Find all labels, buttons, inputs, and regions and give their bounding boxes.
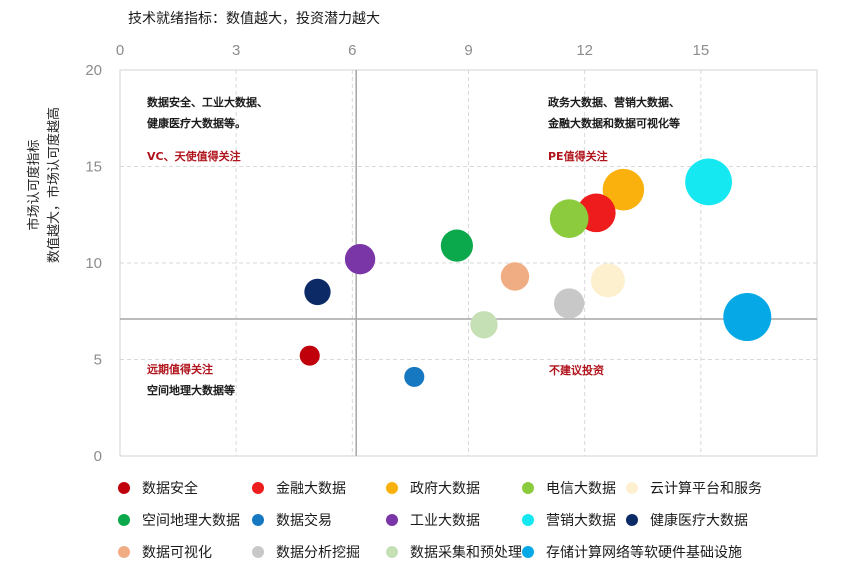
- y-axis-label-line2: 数值越大，市场认可度越高: [46, 107, 62, 263]
- legend-item: 云计算平台和服务: [626, 476, 806, 500]
- note-top-left-line1: 数据安全、工业大数据、: [147, 95, 268, 109]
- chart-title: 技术就绪指标：数值越大，投资潜力越大: [128, 11, 380, 27]
- legend-label: 工业大数据: [410, 513, 480, 529]
- bubble: [440, 229, 473, 262]
- y-tick-label: 15: [85, 159, 102, 176]
- legend-item: 健康医疗大数据: [626, 508, 806, 532]
- legend-item: 数据分析挖掘: [252, 540, 386, 564]
- bubble: [549, 199, 589, 238]
- bubbles: [299, 158, 772, 387]
- bubble: [404, 366, 425, 387]
- plot-frame: [119, 69, 818, 457]
- note-top-right-line2: 金融大数据和数据可视化等: [547, 116, 680, 130]
- legend-swatch: [522, 514, 534, 526]
- legend-item: 数据采集和预处理: [386, 540, 522, 564]
- legend-swatch: [252, 546, 264, 558]
- legend-item: 工业大数据: [386, 508, 522, 532]
- legend-item: 数据交易: [252, 508, 386, 532]
- bubble: [470, 311, 498, 339]
- grid-lines: [120, 70, 817, 456]
- bubble: [553, 288, 585, 319]
- legend-swatch: [118, 482, 130, 494]
- legend-swatch: [386, 514, 398, 526]
- legend-label: 金融大数据: [276, 481, 346, 497]
- legend-label: 营销大数据: [546, 513, 616, 529]
- legend-swatch: [252, 482, 264, 494]
- legend-item: 空间地理大数据: [118, 508, 252, 532]
- legend-item: 数据安全: [118, 476, 252, 500]
- note-top-left-tag: VC、天使值得关注: [147, 149, 241, 163]
- bubble: [299, 345, 320, 366]
- legend-item: 数据可视化: [118, 540, 252, 564]
- x-tick-label: 0: [116, 42, 124, 59]
- y-tick-label: 5: [94, 352, 102, 369]
- legend-label: 空间地理大数据: [142, 513, 240, 529]
- legend-swatch: [118, 514, 130, 526]
- x-tick-label: 15: [692, 42, 709, 59]
- x-tick-label: 12: [576, 42, 593, 59]
- bubble: [723, 293, 772, 342]
- legend-label: 数据可视化: [142, 545, 212, 561]
- y-tick-label: 20: [85, 62, 102, 79]
- legend-swatch: [118, 546, 130, 558]
- legend-swatch: [252, 514, 264, 526]
- legend-label: 政府大数据: [410, 481, 480, 497]
- x-tick-label: 6: [348, 42, 356, 59]
- legend-swatch: [522, 482, 534, 494]
- bubble: [685, 158, 732, 206]
- legend-swatch: [626, 514, 638, 526]
- x-tick-label: 9: [464, 42, 472, 59]
- note-bottom-left-tag: 远期值得关注: [147, 362, 213, 376]
- bubble: [304, 278, 331, 306]
- legend-item: 金融大数据: [252, 476, 386, 500]
- legend-label: 电信大数据: [546, 481, 616, 497]
- legend-item: 电信大数据: [522, 476, 626, 500]
- legend-label: 云计算平台和服务: [650, 481, 762, 497]
- legend-swatch: [386, 546, 398, 558]
- bubble: [500, 262, 530, 291]
- note-top-right-tag: PE值得关注: [548, 149, 608, 163]
- bubble: [590, 263, 625, 298]
- x-axis-ticks: 0 3 6 9 12 15: [116, 42, 709, 59]
- note-bottom-left: 空间地理大数据等: [147, 383, 235, 397]
- legend-swatch: [386, 482, 398, 494]
- legend-label: 数据采集和预处理: [410, 545, 522, 561]
- legend-label: 健康医疗大数据: [650, 513, 748, 529]
- y-axis-label-line1: 市场认可度指标: [26, 139, 42, 230]
- y-axis-ticks: 0 5 10 15 20: [85, 62, 102, 465]
- legend-label: 数据交易: [276, 513, 332, 529]
- note-top-right-line1: 政务大数据、营销大数据、: [548, 95, 680, 109]
- legend-swatch: [522, 546, 534, 558]
- legend-swatch: [626, 482, 638, 494]
- legend-item: 存储计算网络等软硬件基础设施: [522, 540, 742, 564]
- y-tick-label: 0: [94, 448, 102, 465]
- legend: 数据安全 金融大数据 政府大数据 电信大数据 云计算平台和服务空间地理大数据 数据交易 工业…: [118, 476, 838, 564]
- bubble: [602, 168, 645, 211]
- x-tick-label: 3: [232, 42, 240, 59]
- bubble-chart: 0 3 6 9 12 15 0 5 10 15 20 市场认可度指标 数值越大，市场认可度越高 数…: [26, 42, 818, 465]
- note-bottom-right-tag: 不建议投资: [549, 363, 604, 377]
- y-tick-label: 10: [85, 255, 102, 272]
- legend-item: 政府大数据: [386, 476, 522, 500]
- legend-item: 营销大数据: [522, 508, 626, 532]
- legend-label: 存储计算网络等软硬件基础设施: [546, 545, 742, 561]
- legend-label: 数据分析挖掘: [276, 545, 360, 561]
- note-top-left-line2: 健康医疗大数据等。: [147, 116, 246, 130]
- legend-label: 数据安全: [142, 481, 198, 497]
- bubble: [344, 243, 376, 275]
